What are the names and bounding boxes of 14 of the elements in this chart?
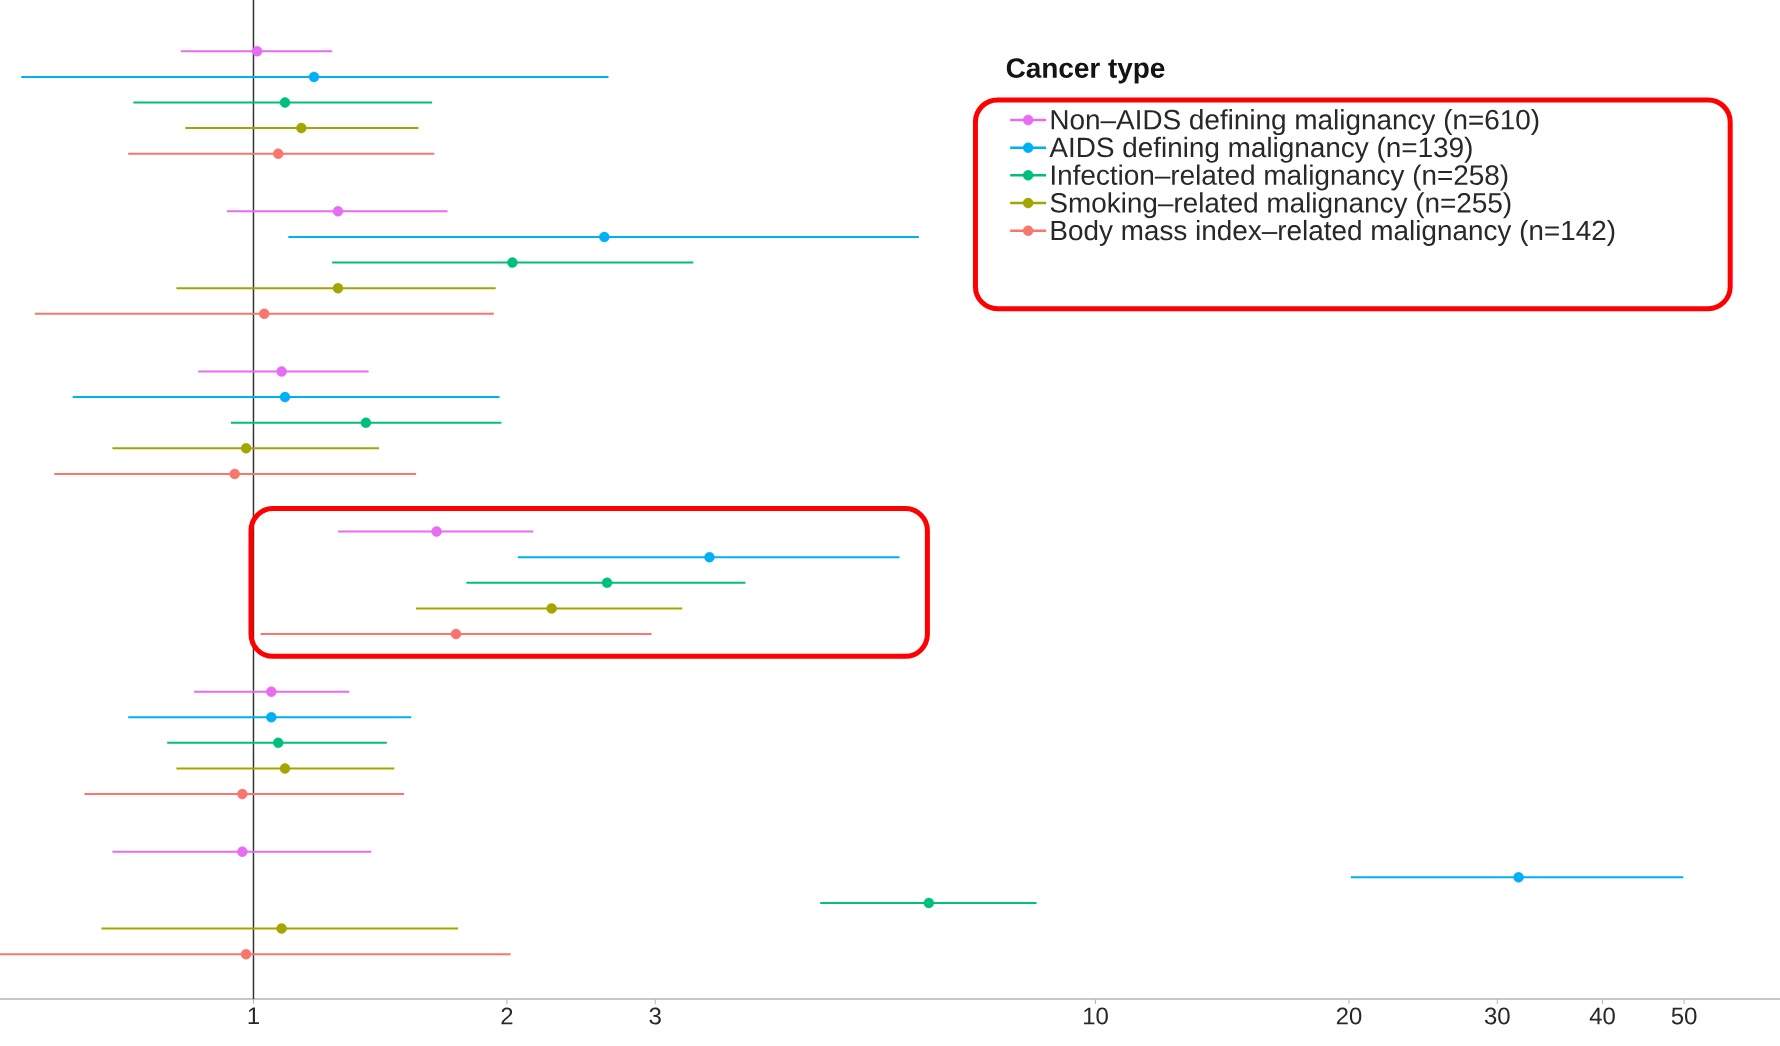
- x-tick-label: 50: [1671, 1007, 1697, 1025]
- x-tick-label: 10: [1084, 1007, 1108, 1025]
- legend-label: Infection–related malignancy (n=258): [1051, 164, 1508, 191]
- x-tick-label: 1: [248, 1007, 259, 1024]
- legend-label: Smoking–related malignancy (n=255): [1050, 192, 1511, 219]
- x-tick-label: 40: [1589, 1007, 1615, 1025]
- legend-label: Body mass index–related malignancy (n=142): [1051, 219, 1615, 246]
- x-tick-label: 2: [501, 1007, 513, 1025]
- legend-label: AIDS defining malignancy (n=139): [1049, 136, 1472, 163]
- x-tick-label: 20: [1336, 1007, 1362, 1025]
- legend-label: Non–AIDS defining malignancy (n=610): [1051, 109, 1539, 136]
- x-tick-label: 30: [1484, 1007, 1510, 1025]
- legend-title: Cancer type: [1006, 58, 1165, 84]
- x-tick-label: 3: [649, 1007, 661, 1025]
